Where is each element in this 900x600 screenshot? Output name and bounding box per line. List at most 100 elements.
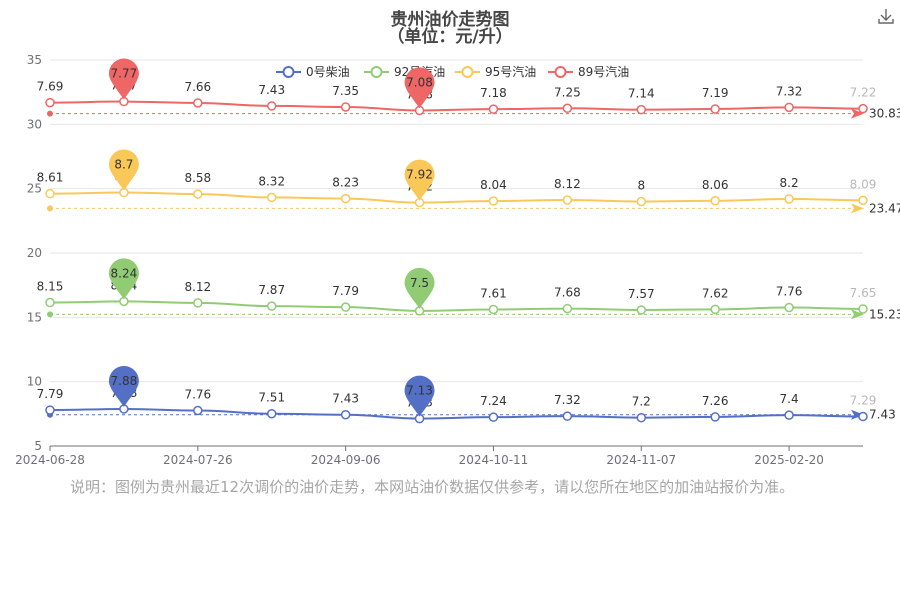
min-pin: 7.5 <box>404 267 435 309</box>
min-pin-label: 7.13 <box>406 384 433 398</box>
legend-marker <box>282 66 295 78</box>
data-point <box>858 411 868 422</box>
data-label: 7.4 <box>780 392 799 406</box>
series-line <box>49 100 864 112</box>
data-label: 8.23 <box>332 176 359 190</box>
data-point <box>562 103 573 113</box>
data-label: 7.76 <box>776 285 803 299</box>
legend-item-2: 95号汽油 <box>455 64 536 79</box>
min-pin: 7.08 <box>404 67 435 109</box>
average-label: 15.23 <box>869 307 900 321</box>
average-label: 30.83 <box>869 107 900 121</box>
min-pin: 7.13 <box>404 375 435 417</box>
data-label: 7.18 <box>480 86 507 100</box>
series-1: 15.23 8.15 8.24 8.12 7.87 7.79 7.5 7.61 7.68 7.57… <box>37 258 900 321</box>
data-point <box>266 408 277 419</box>
y-tick-label: 35 <box>27 53 42 67</box>
data-label: 8.09 <box>850 177 877 191</box>
data-point <box>710 104 720 114</box>
data-point <box>636 104 647 115</box>
data-point <box>784 194 794 204</box>
average-label: 7.43 <box>869 408 896 422</box>
data-label: 8.58 <box>184 171 211 185</box>
data-label: 7.87 <box>258 283 285 297</box>
data-label: 7.69 <box>37 80 64 94</box>
min-pin-shape <box>404 159 435 201</box>
data-point <box>193 298 203 308</box>
data-label: 7.43 <box>258 83 285 97</box>
average-line-start <box>47 110 53 117</box>
data-label: 8.12 <box>184 280 211 294</box>
chart-title: 贵州油价走势图 <box>390 10 510 30</box>
max-pin-label: 8.7 <box>114 158 133 172</box>
y-tick-label: 20 <box>27 246 42 260</box>
y-tick-label: 15 <box>27 310 42 324</box>
data-point <box>340 102 351 112</box>
data-label: 8.2 <box>780 176 799 190</box>
download-icon[interactable] <box>876 6 896 26</box>
data-point <box>858 304 868 314</box>
data-point <box>45 97 55 108</box>
max-pin: 7.77 <box>108 58 139 100</box>
average-line-start <box>47 311 53 318</box>
legend-label: 89号汽油 <box>578 64 629 79</box>
series-3: 30.83 7.69 7.77 7.66 7.43 7.35 7.08 7.18 7.25 7.1… <box>37 58 900 121</box>
data-label: 8 <box>637 179 645 193</box>
data-label: 7.14 <box>628 87 655 101</box>
average-label: 23.47 <box>869 201 900 215</box>
data-point <box>340 193 351 204</box>
data-label: 7.32 <box>776 84 803 98</box>
data-point <box>266 192 277 203</box>
data-label: 7.57 <box>628 287 655 301</box>
data-label: 8.15 <box>37 280 64 294</box>
max-pin-shape <box>108 58 139 100</box>
min-pin-label: 7.08 <box>406 75 433 89</box>
data-point <box>266 101 277 111</box>
data-point <box>45 188 55 199</box>
data-label: 7.22 <box>850 86 877 100</box>
max-pin-label: 7.88 <box>111 374 138 388</box>
data-label: 7.61 <box>480 286 507 300</box>
max-pin-label: 8.24 <box>111 266 138 280</box>
data-point <box>266 301 277 311</box>
data-point <box>488 304 499 315</box>
data-label: 7.68 <box>554 286 581 300</box>
max-pin-shape <box>108 258 139 300</box>
data-label: 7.19 <box>702 86 729 100</box>
data-point <box>636 196 647 207</box>
min-pin-label: 7.5 <box>410 276 429 290</box>
data-label: 7.29 <box>850 394 877 408</box>
legend-marker <box>461 66 474 78</box>
data-label: 8.06 <box>702 178 729 192</box>
min-pin-shape <box>404 375 435 417</box>
series-line <box>49 191 864 204</box>
average-line-arrow <box>851 203 864 214</box>
data-label: 7.26 <box>702 394 729 408</box>
chart-note: 说明：图例为贵州最近12次调价的油价走势，本网站油价数据仅供参考，请以您所在地区… <box>70 478 795 496</box>
data-point <box>193 189 203 199</box>
data-point <box>193 98 203 108</box>
max-pin-shape <box>108 365 139 407</box>
data-point <box>340 409 351 420</box>
data-point <box>562 195 573 205</box>
max-pin: 8.7 <box>108 149 139 191</box>
data-label: 7.66 <box>184 80 211 94</box>
data-point <box>488 104 499 114</box>
max-pin-shape <box>108 149 139 191</box>
legend-label: 0号柴油 <box>306 65 350 79</box>
data-label: 8.32 <box>258 174 285 188</box>
data-point <box>710 412 720 422</box>
data-point <box>636 412 647 423</box>
data-label: 7.35 <box>332 84 359 98</box>
data-point <box>193 405 203 416</box>
data-point <box>710 304 720 315</box>
x-tick-label: 2024-10-11 <box>459 453 529 467</box>
data-point <box>784 302 794 313</box>
x-tick-label: 2025-02-20 <box>754 453 824 467</box>
data-point <box>488 412 499 422</box>
data-label: 7.79 <box>332 284 359 298</box>
data-label: 8.12 <box>554 177 581 191</box>
data-label: 7.51 <box>258 391 285 405</box>
data-point <box>858 195 868 206</box>
series-2: 23.47 8.61 8.7 8.58 8.32 8.23 7.92 8.04 8.12 8 8.0… <box>37 149 900 215</box>
